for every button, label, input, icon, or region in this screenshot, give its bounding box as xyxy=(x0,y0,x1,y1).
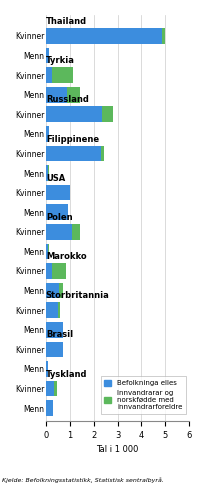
Text: Brasil: Brasil xyxy=(46,331,73,339)
Bar xyxy=(46,47,48,63)
Bar xyxy=(48,243,49,259)
Bar xyxy=(46,342,63,357)
Text: Polen: Polen xyxy=(46,213,72,222)
Bar xyxy=(46,283,59,299)
Text: Thailand: Thailand xyxy=(46,17,87,26)
Text: Storbritannia: Storbritannia xyxy=(46,291,109,300)
Bar xyxy=(46,322,63,338)
Bar xyxy=(54,381,57,396)
Text: Marokko: Marokko xyxy=(46,252,86,261)
Text: Kjelde: Befolkningsstatistikk, Statistisk sentralbyrå.: Kjelde: Befolkningsstatistikk, Statistis… xyxy=(2,477,163,483)
Text: Filippinene: Filippinene xyxy=(46,135,98,144)
Bar xyxy=(102,106,112,122)
Bar xyxy=(46,126,48,142)
Bar xyxy=(46,361,48,377)
Bar xyxy=(57,302,60,318)
Text: Tyskland: Tyskland xyxy=(46,370,87,378)
Bar xyxy=(46,243,48,259)
Bar xyxy=(46,67,52,83)
Bar xyxy=(46,87,67,103)
Legend: Befolkninga elles, Innvandrarar og
norskfødde med
innvandrarforeldre: Befolkninga elles, Innvandrarar og norsk… xyxy=(101,376,185,414)
Bar xyxy=(46,28,161,44)
Bar xyxy=(52,263,66,279)
Bar xyxy=(46,106,102,122)
Bar xyxy=(46,165,48,181)
Bar xyxy=(46,185,69,200)
Bar xyxy=(46,224,72,240)
Bar xyxy=(59,283,62,299)
X-axis label: Tal i 1 000: Tal i 1 000 xyxy=(96,445,138,454)
Bar xyxy=(46,263,52,279)
Bar xyxy=(161,28,165,44)
Bar xyxy=(46,400,53,416)
Bar xyxy=(46,204,68,220)
Text: Tyrkia: Tyrkia xyxy=(46,56,74,65)
Bar xyxy=(46,381,54,396)
Bar xyxy=(46,302,57,318)
Bar xyxy=(100,146,104,161)
Bar xyxy=(52,67,73,83)
Text: USA: USA xyxy=(46,174,65,182)
Bar xyxy=(48,165,49,181)
Bar xyxy=(72,224,80,240)
Text: Russland: Russland xyxy=(46,95,88,105)
Bar xyxy=(46,146,100,161)
Bar xyxy=(67,87,80,103)
